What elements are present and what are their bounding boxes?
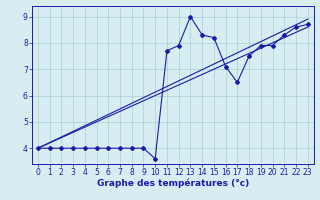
- X-axis label: Graphe des températures (°c): Graphe des températures (°c): [97, 179, 249, 188]
